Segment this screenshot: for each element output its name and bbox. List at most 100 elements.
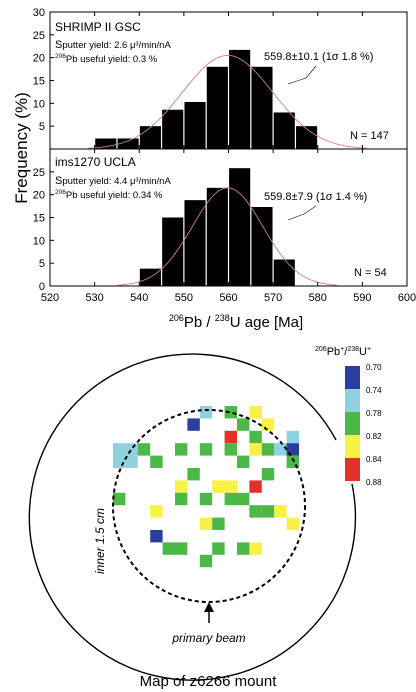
x-tick-label: 590 — [353, 292, 371, 304]
histogram-bar-0-8 — [273, 112, 295, 149]
panel-bottom-y-ticks: 0 5 10 15 20 25 — [33, 167, 54, 293]
x-tick-label: 520 — [41, 292, 59, 304]
map-cell-30 — [113, 492, 126, 506]
legend-tick-label: 0.78 — [366, 409, 382, 418]
legend-title: 206Pb+/238U+ — [315, 346, 371, 358]
map-cell-12 — [175, 443, 188, 456]
panel-top-sputter-yield: Sputter yield: 2.6 μ³/min/nA — [55, 39, 171, 51]
legend-swatch-4 — [345, 458, 360, 481]
map-cell-43 — [162, 542, 175, 555]
mount-map-cells — [113, 406, 299, 568]
map-cell-25 — [261, 468, 275, 481]
map-cell-13 — [199, 443, 213, 456]
inner-circle-label: inner 1.5 cm — [93, 508, 107, 574]
map-cell-48 — [199, 554, 213, 568]
y-tick-label: 20 — [33, 53, 45, 65]
map-cell-15 — [249, 443, 262, 456]
map-cell-5 — [261, 418, 275, 431]
map-cell-4 — [237, 418, 250, 431]
map-cell-22 — [237, 455, 250, 468]
y-tick-label: 0 — [39, 281, 45, 293]
panel-top-fit-curve — [87, 54, 367, 149]
panel-bottom: 0 5 10 15 20 25 ims1270 UCLA Sputter yield: 4… — [33, 148, 408, 293]
map-cell-37 — [261, 505, 275, 518]
map-cell-36 — [249, 505, 262, 518]
map-cell-38 — [274, 505, 287, 518]
panel-top-bars — [95, 49, 318, 149]
x-tick-label: 570 — [264, 292, 282, 304]
map-cell-16 — [261, 443, 275, 456]
map-cell-14 — [224, 443, 237, 456]
map-cell-23 — [286, 455, 299, 468]
legend-swatch-3 — [345, 435, 360, 458]
x-tick-label: 550 — [175, 292, 193, 304]
map-cell-24 — [187, 468, 200, 481]
map-cell-29 — [249, 480, 262, 493]
primary-beam-arrow — [204, 602, 214, 623]
color-legend: 206Pb+/238U+ 0.70 0.74 0.78 0.82 0.84 0.88 — [315, 346, 382, 487]
map-cell-1 — [224, 406, 237, 419]
panel-top-instrument: SHRIMP II GSC — [55, 20, 141, 34]
map-cell-21 — [150, 455, 163, 468]
x-axis: 520 530 540 550 560 570 580 590 600 — [41, 12, 416, 304]
panel-bottom-frame — [49, 148, 408, 287]
map-cell-34 — [237, 492, 250, 506]
map-cell-42 — [150, 530, 163, 543]
map-cell-40 — [212, 517, 225, 530]
panel-top-useful-yield: 206Pb useful yield: 0.3 % — [55, 53, 158, 65]
panel-bottom-useful-yield: 206Pb useful yield: 0.34 % — [55, 189, 163, 201]
map-cell-26 — [175, 480, 188, 493]
y-tick-label: 20 — [33, 190, 45, 202]
histogram-bar-0-1 — [117, 138, 139, 149]
y-tick-label: 10 — [33, 235, 45, 247]
y-tick-label: 25 — [33, 167, 45, 179]
map-cell-2 — [249, 406, 262, 419]
histogram-bar-0-2 — [139, 126, 161, 149]
map-cell-11 — [137, 443, 151, 456]
legend-tick-label: 0.82 — [366, 432, 382, 441]
map-cell-8 — [286, 430, 299, 444]
panel-top-y-ticks: 5 10 15 20 25 30 — [33, 7, 54, 133]
map-cell-41 — [286, 517, 299, 530]
panel-top: 5 10 15 20 25 30 SHRIMP II GSC Sputter yield:… — [33, 7, 408, 150]
histogram-bar-0-3 — [162, 109, 184, 149]
panel-top-fit-label: 559.8±10.1 (1σ 1.8 %) — [264, 51, 373, 63]
histogram-bar-0-0 — [95, 138, 117, 149]
map-cell-20 — [125, 455, 138, 468]
histogram-bar-1-1 — [162, 217, 184, 286]
histogram-bar-1-2 — [184, 200, 206, 286]
map-cell-44 — [175, 542, 188, 555]
histogram-bar-0-4 — [184, 101, 206, 149]
y-tick-label: 25 — [33, 30, 45, 42]
legend-tick-label: 0.74 — [366, 386, 382, 395]
y-tick-label: 15 — [33, 76, 45, 88]
y-tick-label: 10 — [33, 98, 45, 110]
map-cell-35 — [150, 505, 163, 518]
x-tick-label: 600 — [398, 292, 416, 304]
y-tick-label: 5 — [39, 258, 45, 270]
panel-bottom-fit-pointer — [287, 205, 317, 221]
panel-bottom-n-label: N = 54 — [354, 267, 387, 279]
panel-bottom-fit-label: 559.8±7.9 (1σ 1.4 %) — [264, 191, 367, 203]
map-title: Map of z6266 mount — [140, 673, 278, 690]
histogram-bar-0-5 — [206, 66, 228, 149]
map-cell-6 — [224, 430, 237, 444]
histogram-bar-1-6 — [273, 259, 295, 286]
map-cell-39 — [199, 517, 213, 530]
map-cell-32 — [199, 492, 213, 506]
map-cell-0 — [199, 406, 213, 419]
x-tick-label: 560 — [219, 292, 237, 304]
x-tick-label: 540 — [130, 292, 148, 304]
histogram-bar-0-6 — [229, 49, 251, 149]
primary-beam-label: primary beam — [171, 631, 245, 645]
x-axis-label: 206Pb / 238U age [Ma] — [169, 313, 303, 331]
map-cell-31 — [175, 492, 188, 506]
map-cell-3 — [187, 418, 200, 431]
histogram-bar-1-3 — [206, 187, 228, 286]
panel-top-n-label: N = 147 — [350, 130, 389, 142]
map-cell-9 — [113, 443, 126, 456]
map-cell-7 — [249, 430, 262, 444]
map-cell-46 — [237, 542, 250, 555]
mount-outline — [28, 353, 357, 681]
map-cell-17 — [274, 443, 287, 456]
